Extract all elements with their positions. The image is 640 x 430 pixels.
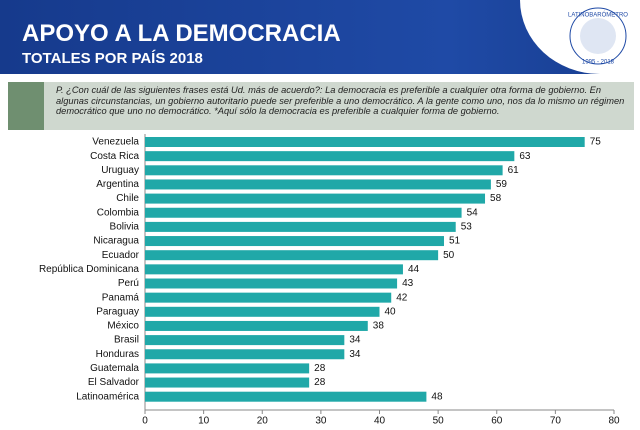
bar — [145, 236, 444, 247]
value-label: 48 — [431, 391, 443, 402]
value-label: 38 — [373, 321, 385, 332]
bar — [145, 363, 310, 374]
value-label: 51 — [449, 236, 461, 247]
bar — [145, 207, 462, 218]
question-text: P. ¿Con cuál de las siguientes frases es… — [56, 85, 625, 116]
value-label: 28 — [314, 377, 326, 388]
value-label: 44 — [408, 264, 420, 275]
value-label: 61 — [508, 165, 520, 176]
y-tick-label: Costa Rica — [90, 151, 139, 162]
x-tick-label: 20 — [257, 416, 269, 427]
x-tick-label: 60 — [491, 416, 503, 427]
y-tick-label: México — [107, 321, 139, 332]
x-tick-label: 0 — [142, 416, 148, 427]
logo-graphic: LATINOBARÓMETRO 1995 - 2018 — [568, 7, 628, 66]
y-tick-label: Uruguay — [101, 165, 139, 176]
bar — [145, 278, 398, 289]
logo: LATINOBARÓMETRO 1995 - 2018 — [520, 0, 640, 74]
bar — [145, 320, 368, 331]
value-label: 59 — [496, 179, 508, 190]
y-tick-label: Guatemala — [90, 363, 139, 374]
logo-years: 1995 - 2018 — [582, 60, 615, 66]
y-tick-label: Perú — [118, 278, 139, 289]
value-label: 75 — [590, 137, 602, 148]
bar — [145, 250, 439, 261]
value-label: 40 — [385, 306, 397, 317]
x-tick-label: 70 — [550, 416, 562, 427]
bar — [145, 165, 503, 176]
y-tick-label: Colombia — [97, 207, 140, 218]
bar — [145, 292, 392, 303]
value-label: 58 — [490, 193, 502, 204]
value-label: 42 — [396, 292, 408, 303]
y-tick-label: Venezuela — [92, 137, 139, 148]
logo-globe — [580, 18, 616, 54]
title: APOYO A LA DEMOCRACIA — [22, 20, 341, 47]
value-label: 54 — [467, 207, 479, 218]
bar — [145, 221, 456, 232]
y-tick-label: Chile — [116, 193, 139, 204]
bar — [145, 349, 345, 360]
x-tick-label: 30 — [315, 416, 327, 427]
value-label: 53 — [461, 222, 473, 233]
value-label: 34 — [349, 335, 361, 346]
bar — [145, 391, 427, 402]
x-tick-label: 10 — [198, 416, 210, 427]
x-tick-label: 40 — [374, 416, 386, 427]
value-label: 50 — [443, 250, 455, 261]
y-tick-label: El Salvador — [88, 377, 140, 388]
y-tick-label: Nicaragua — [93, 236, 139, 247]
bar — [145, 179, 491, 190]
y-tick-label: Paraguay — [96, 306, 139, 317]
y-tick-label: Latinoamérica — [76, 391, 139, 402]
bar — [145, 335, 345, 346]
bar — [145, 193, 486, 204]
x-tick-label: 80 — [608, 416, 620, 427]
value-label: 63 — [519, 151, 531, 162]
y-tick-label: Honduras — [96, 349, 139, 360]
bar — [145, 306, 380, 317]
logo-name: LATINOBARÓMETRO — [568, 12, 628, 19]
x-tick-label: 50 — [433, 416, 445, 427]
bar — [145, 151, 515, 162]
subtitle: TOTALES POR PAÍS 2018 — [22, 50, 203, 67]
value-label: 34 — [349, 349, 361, 360]
y-tick-label: República Dominicana — [39, 264, 139, 275]
y-tick-label: Brasil — [114, 335, 139, 346]
y-tick-label: Panamá — [102, 292, 140, 303]
bar — [145, 137, 585, 147]
y-tick-label: Ecuador — [102, 250, 140, 261]
value-label: 43 — [402, 278, 414, 289]
y-tick-label: Argentina — [96, 179, 139, 190]
logo-ring — [569, 7, 627, 65]
bar — [145, 264, 403, 275]
bar — [145, 377, 310, 388]
value-label: 28 — [314, 363, 326, 374]
question-box: P. ¿Con cuál de las siguientes frases es… — [8, 82, 634, 130]
y-tick-label: Bolivia — [110, 222, 140, 233]
question-marker — [8, 82, 44, 130]
